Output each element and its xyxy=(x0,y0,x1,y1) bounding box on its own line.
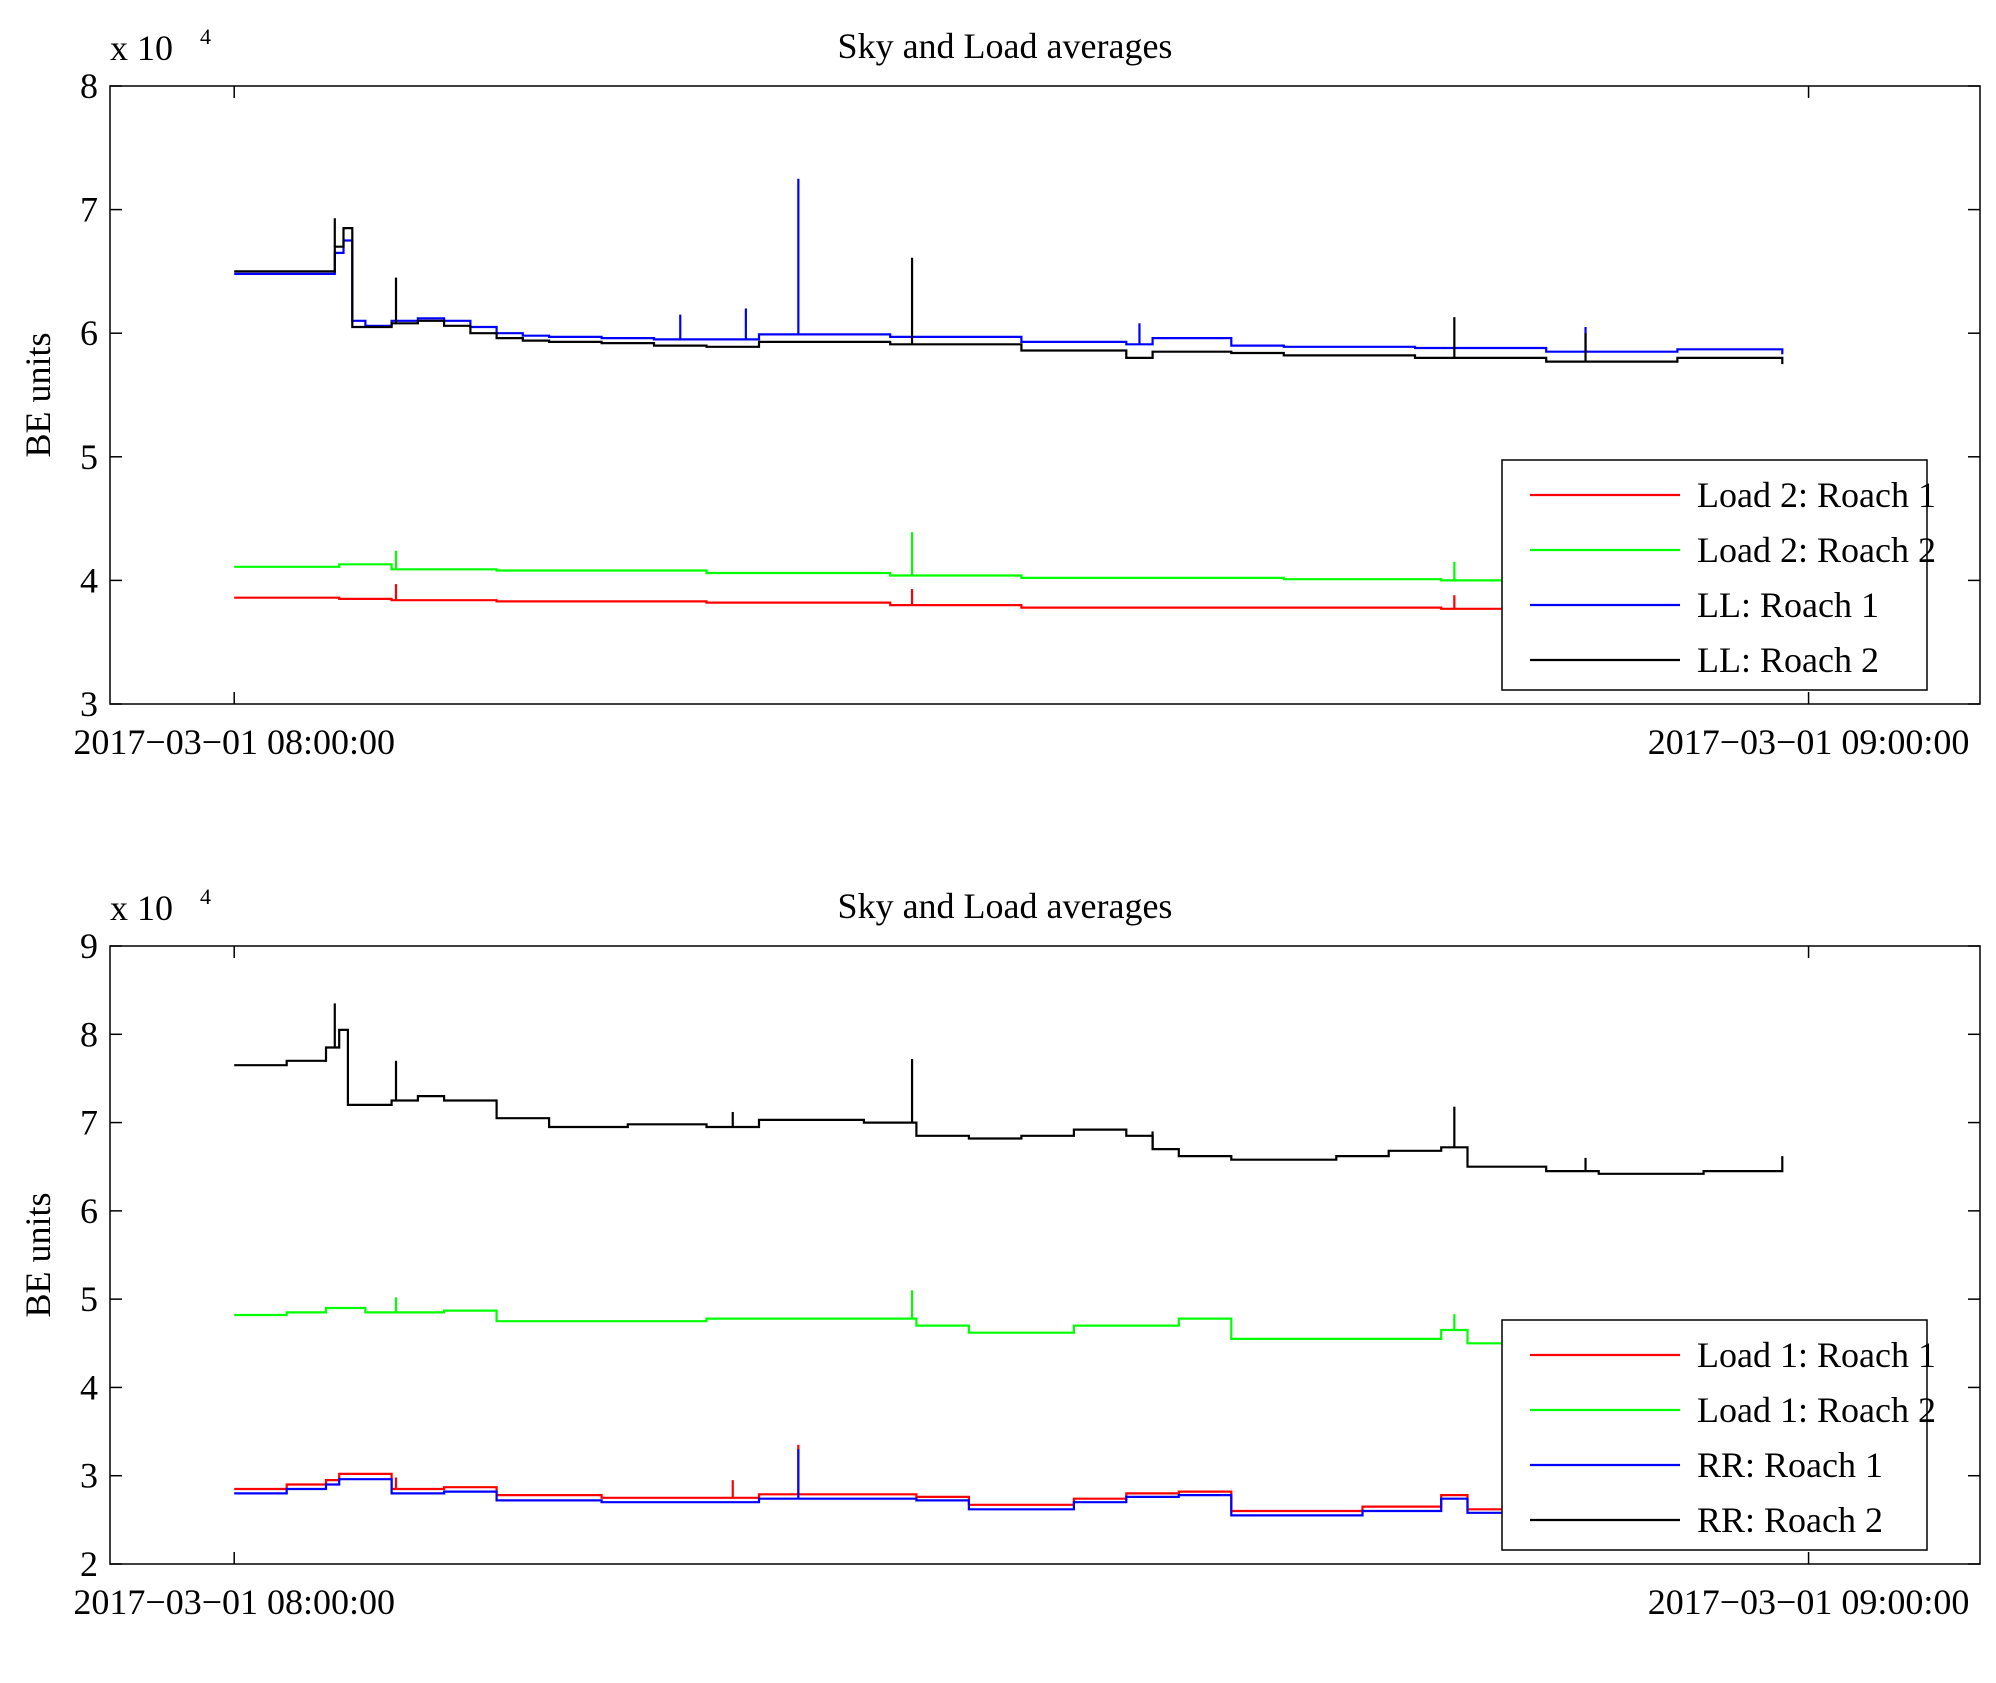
y-tick-label: 7 xyxy=(80,1103,98,1143)
series-line-1-3 xyxy=(234,1028,1784,1175)
x-tick-label: 2017−03−01 08:00:00 xyxy=(73,1582,395,1622)
legend-box xyxy=(1501,1319,1928,1551)
y-axis-label: BE units xyxy=(18,332,58,457)
y-tick-label: 6 xyxy=(80,1191,98,1231)
legend-label: LL: Roach 1 xyxy=(1697,585,1879,625)
y-axis-label: BE units xyxy=(18,1192,58,1317)
axes-box xyxy=(109,85,1981,705)
series-line-0-2 xyxy=(234,239,1784,355)
y-tick-label: 8 xyxy=(80,1014,98,1054)
y-multiplier: x 10 xyxy=(110,888,173,928)
y-multiplier-exponent: 4 xyxy=(200,24,211,49)
chart-panel-top: Sky and Load averages x 10 4 BE units 3 4 5 6 7 8… xyxy=(18,24,1981,762)
y-tick-label: 5 xyxy=(80,1279,98,1319)
x-tick-label: 2017−03−01 09:00:00 xyxy=(1648,722,1970,762)
y-tick-label: 5 xyxy=(80,437,98,477)
y-tick-label: 3 xyxy=(80,684,98,724)
y-tick-label: 8 xyxy=(80,66,98,106)
y-multiplier: x 10 xyxy=(110,28,173,68)
chart-title: Sky and Load averages xyxy=(838,886,1173,926)
y-tick-label: 7 xyxy=(80,190,98,230)
y-tick-label: 3 xyxy=(80,1456,98,1496)
y-tick-label: 9 xyxy=(80,926,98,966)
legend-label: Load 1: Roach 1 xyxy=(1697,1335,1936,1375)
legend: Load 2: Roach 1 Load 2: Roach 2 LL: Roach … xyxy=(1501,459,1936,691)
y-tick-label: 2 xyxy=(80,1544,98,1584)
series-line-0-3 xyxy=(234,227,1784,365)
y-tick-label: 4 xyxy=(80,1367,98,1407)
y-tick-label: 4 xyxy=(80,560,98,600)
legend-label: Load 1: Roach 2 xyxy=(1697,1390,1936,1430)
y-multiplier-exponent: 4 xyxy=(200,884,211,909)
x-tick-label: 2017−03−01 08:00:00 xyxy=(73,722,395,762)
legend-box xyxy=(1501,459,1928,691)
legend-label: RR: Roach 1 xyxy=(1697,1445,1883,1485)
chart-title: Sky and Load averages xyxy=(838,26,1173,66)
legend-label: Load 2: Roach 2 xyxy=(1697,530,1936,570)
chart-panel-bottom: Sky and Load averages x 10 4 BE units 2 3 4 5 6 7… xyxy=(18,884,1981,1622)
legend: Load 1: Roach 1 Load 1: Roach 2 RR: Roach … xyxy=(1501,1319,1936,1551)
x-tick-label: 2017−03−01 09:00:00 xyxy=(1648,1582,1970,1622)
y-tick-label: 6 xyxy=(80,313,98,353)
legend-label: Load 2: Roach 1 xyxy=(1697,475,1936,515)
legend-label: LL: Roach 2 xyxy=(1697,640,1879,680)
axes-box xyxy=(109,945,1981,1565)
legend-label: RR: Roach 2 xyxy=(1697,1500,1883,1540)
